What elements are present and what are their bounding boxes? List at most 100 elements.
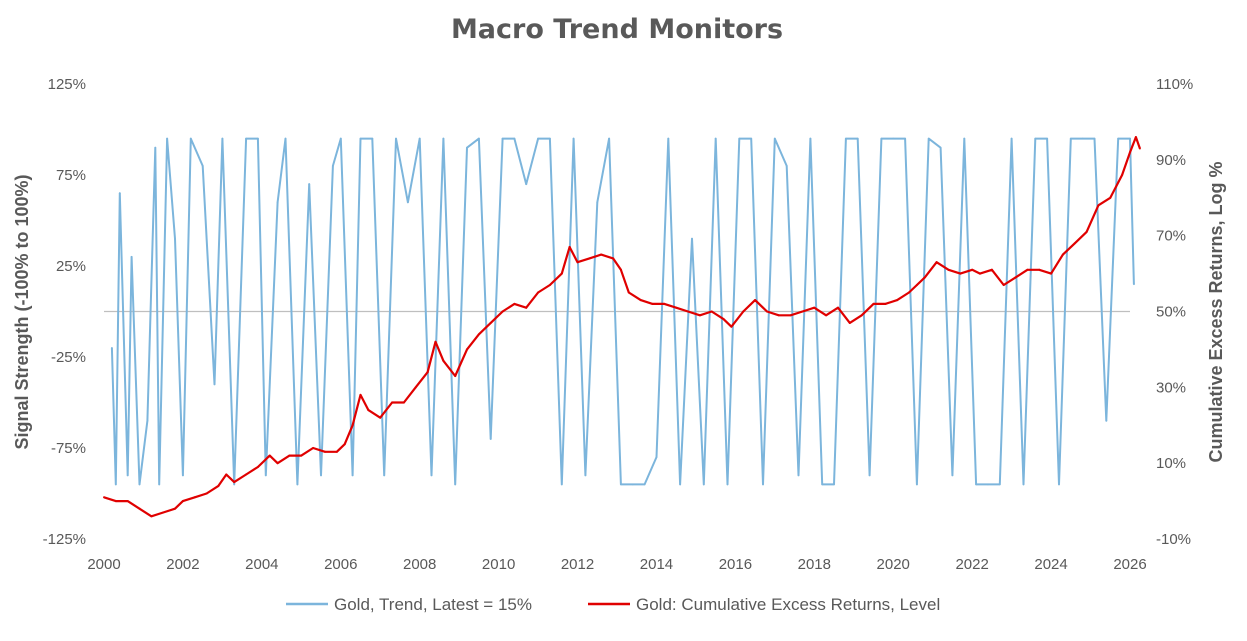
returns-point xyxy=(126,500,129,503)
returns-point xyxy=(367,409,370,412)
trend-point xyxy=(501,137,504,140)
trend-point xyxy=(1010,137,1013,140)
returns-point xyxy=(1073,242,1076,245)
returns-point xyxy=(276,462,279,465)
returns-point xyxy=(359,393,362,396)
trend-point xyxy=(1105,419,1108,422)
trend-point xyxy=(537,137,539,140)
x-tick-label: 2008 xyxy=(403,556,436,573)
trend-point xyxy=(174,237,176,240)
returns-point xyxy=(971,268,974,271)
trend-point xyxy=(477,137,480,140)
trend-point xyxy=(308,183,311,186)
returns-point xyxy=(256,465,259,468)
x-tick-label: 2016 xyxy=(719,556,752,573)
returns-point xyxy=(225,473,228,476)
trend-point xyxy=(320,474,322,477)
returns-point xyxy=(513,302,516,305)
returns-point xyxy=(477,333,480,336)
trend-point xyxy=(154,146,157,149)
x-tick-label: 2014 xyxy=(640,556,673,573)
returns-point xyxy=(323,450,326,453)
trend-point xyxy=(762,483,764,486)
trend-point xyxy=(1046,137,1049,140)
x-tick-label: 2002 xyxy=(166,556,199,573)
right-axis-ticks: 110% 90% 70% 50% 30% 10% -10% xyxy=(1156,76,1193,548)
trend-point xyxy=(927,137,930,140)
trend-point xyxy=(138,483,141,486)
returns-point xyxy=(205,492,208,495)
trend-point xyxy=(691,237,693,240)
returns-point xyxy=(896,299,899,302)
returns-point xyxy=(426,371,429,374)
returns-point xyxy=(935,261,938,264)
trend-point xyxy=(276,201,279,204)
returns-point xyxy=(138,507,141,510)
returns-point xyxy=(765,310,768,313)
returns-point xyxy=(217,484,220,487)
returns-point xyxy=(351,424,354,427)
returns-point xyxy=(884,302,887,305)
trend-point xyxy=(584,474,587,477)
returns-point xyxy=(103,496,105,499)
returns-point xyxy=(1109,196,1112,199)
returns-point xyxy=(568,246,571,249)
trend-point xyxy=(359,137,362,140)
trend-point xyxy=(418,137,421,140)
trend-point xyxy=(146,419,149,422)
trend-point xyxy=(1022,483,1025,486)
returns-point xyxy=(908,291,911,294)
returns-point xyxy=(1002,283,1005,286)
returns-point xyxy=(612,257,615,260)
returns-point xyxy=(466,348,469,351)
returns-point xyxy=(335,450,338,453)
trend-point xyxy=(213,383,216,386)
returns-point xyxy=(312,447,315,449)
trend-point xyxy=(904,137,906,140)
returns-point xyxy=(687,310,690,313)
returns-point xyxy=(379,416,382,419)
returns-point xyxy=(1050,272,1053,275)
returns-point xyxy=(174,507,177,510)
returns-point xyxy=(600,253,603,256)
right-tick-label: 10% xyxy=(1156,455,1186,472)
returns-point xyxy=(722,318,725,321)
trend-point xyxy=(750,137,753,140)
trend-point xyxy=(371,137,374,140)
legend: Gold, Trend, Latest = 15% Gold: Cumulati… xyxy=(286,595,940,614)
legend-trend-label: Gold, Trend, Latest = 15% xyxy=(334,595,532,614)
returns-point xyxy=(619,268,622,271)
x-axis-ticks: 2000 2002 2004 2006 2008 2010 2012 2014 2016 2018… xyxy=(87,556,1146,573)
trend-point xyxy=(916,483,918,486)
returns-point xyxy=(872,302,875,305)
x-tick-label: 2020 xyxy=(877,556,910,573)
trend-point xyxy=(454,483,457,486)
trend-point xyxy=(489,438,492,440)
right-tick-label: -10% xyxy=(1156,531,1191,548)
trend-point xyxy=(726,483,729,486)
returns-point xyxy=(537,291,540,294)
trend-point xyxy=(430,474,433,477)
trend-point xyxy=(738,137,741,140)
trend-point xyxy=(1034,137,1037,140)
returns-point xyxy=(414,386,417,389)
trend-point xyxy=(351,474,354,477)
trend-point xyxy=(339,137,342,140)
trend-point xyxy=(773,137,776,140)
trend-point xyxy=(158,483,161,486)
trend-point xyxy=(785,165,788,167)
right-tick-label: 30% xyxy=(1156,379,1186,396)
returns-point xyxy=(454,374,457,377)
trend-point xyxy=(201,165,204,167)
trend-point xyxy=(975,483,977,486)
trend-point xyxy=(1081,137,1084,140)
returns-point xyxy=(1097,204,1100,207)
x-tick-label: 2006 xyxy=(324,556,357,573)
x-tick-label: 2000 xyxy=(87,556,120,573)
returns-point xyxy=(663,302,666,305)
returns-point xyxy=(489,321,492,324)
returns-point xyxy=(343,443,346,446)
left-tick-label: 25% xyxy=(56,258,86,275)
returns-point xyxy=(801,310,804,313)
trend-point xyxy=(513,137,516,140)
